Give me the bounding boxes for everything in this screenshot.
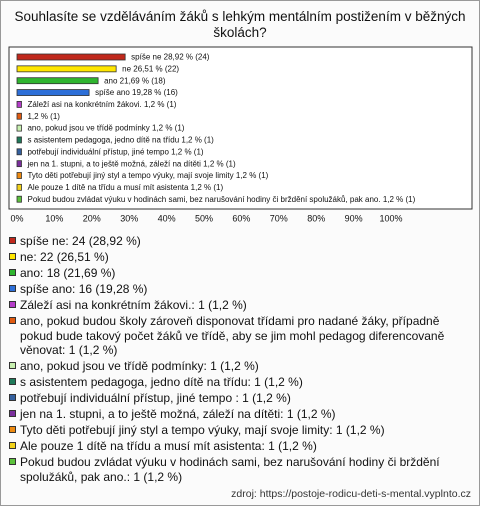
legend-entry: ano, pokud budou školy zároveň disponova… [9, 314, 471, 358]
value-label: spíše ne 28,92 % (24) [131, 53, 210, 62]
value-label: Tyto děti potřebují jiný styl a tempo vý… [27, 171, 268, 180]
x-tick-label: 10% [45, 213, 63, 223]
legend-entry: ano: 18 (21,69 %) [9, 266, 471, 281]
bar [16, 101, 22, 108]
bar [16, 136, 22, 144]
legend-label: Tyto děti potřebují jiný styl a tempo vý… [20, 423, 385, 438]
legend-entry: s asistentem pedagoga, jedno dítě na tří… [9, 375, 471, 390]
bar [16, 160, 22, 168]
x-tick-label: 100% [379, 213, 402, 223]
value-label: ano, pokud jsou ve třídě podmínky 1,2 % … [27, 124, 184, 133]
x-tick-label: 80% [307, 213, 325, 223]
x-tick-label: 40% [158, 213, 176, 223]
x-tick-label: 90% [345, 213, 363, 223]
chart-title: Souhlasíte se vzděláváním žáků s lehkým … [14, 9, 466, 40]
legend-entry: spíše ano: 16 (19,28 %) [9, 282, 471, 297]
legend-label: ne: 22 (26,51 %) [20, 249, 109, 264]
legend-swatch [9, 410, 16, 418]
value-label: s asistentem pedagoga, jedno dítě na tří… [27, 136, 214, 145]
legend-entry: Záleží asi na konkrétním žákovi.: 1 (1,2… [9, 298, 471, 313]
value-label: jen na 1. stupni, a to ještě možná, zále… [26, 159, 235, 168]
x-tick-label: 50% [195, 213, 213, 223]
legend-entry: spíše ne: 24 (28,92 %) [9, 234, 471, 249]
legend-label: spíše ano: 16 (19,28 %) [20, 281, 148, 296]
legend-swatch [9, 378, 16, 386]
bar [16, 89, 90, 96]
legend-label: spíše ne: 24 (28,92 %) [20, 234, 141, 248]
value-label: ne 26,51 % (22) [122, 64, 179, 73]
x-tick-label: 20% [83, 213, 101, 223]
legend-entry: ne: 22 (26,51 %) [9, 250, 471, 265]
bar [16, 77, 99, 85]
legend-swatch [9, 362, 16, 370]
bar [16, 183, 22, 191]
x-tick-label: 30% [120, 213, 138, 223]
chart: 0% 10% 20% 30% 40% 50% 60% 70% 80% 90% 100% spíše n… [8, 46, 473, 223]
legend: spíše ne: 24 (28,92 %) ne: 22 (26,51 %) an… [9, 234, 471, 486]
legend-label: ano, pokud jsou ve třídě podmínky: 1 (1,… [20, 359, 259, 374]
legend-entry: potřebují individuální přístup, jiné tem… [9, 391, 471, 406]
legend-label: s asistentem pedagoga, jedno dítě na tří… [20, 375, 303, 390]
legend-entry: ano, pokud jsou ve třídě podmínky: 1 (1,… [9, 359, 471, 374]
legend-swatch [9, 284, 16, 292]
bar [16, 124, 22, 132]
bar [16, 148, 22, 156]
legend-label: Záleží asi na konkrétním žákovi.: 1 (1,2… [20, 297, 247, 312]
legend-label: potřebují individuální přístup, jiné tem… [20, 391, 291, 406]
legend-label: ano: 18 (21,69 %) [20, 265, 116, 280]
source: zdroj: https://postoje-rodicu-deti-s-men… [231, 488, 471, 500]
legend-swatch [9, 458, 16, 465]
legend-label: Pokud budou zvládat výuku v hodinách sam… [20, 455, 440, 484]
legend-swatch [9, 426, 16, 434]
legend-entry: jen na 1. stupni, a to ještě možná, zále… [9, 407, 471, 422]
value-label: Záleží asi na konkrétním žákovi. 1,2 % (… [27, 100, 176, 109]
legend-swatch [9, 442, 16, 450]
value-label: spíše ano 19,28 % (16) [95, 88, 178, 97]
bar [16, 53, 126, 61]
legend-swatch [9, 237, 16, 244]
x-tick-label: 60% [232, 213, 250, 223]
legend-label: Ale pouze 1 dítě na třídu a musí mít asi… [20, 439, 317, 454]
legend-label: jen na 1. stupni, a to ještě možná, zále… [20, 407, 336, 422]
legend-swatch [9, 252, 16, 260]
bar [16, 172, 22, 179]
value-label: potřebují individuální přístup, jiné tem… [27, 147, 203, 156]
x-tick-label: 70% [270, 213, 288, 223]
legend-entry: Tyto děti potřebují jiný styl a tempo vý… [9, 423, 471, 438]
legend-swatch [9, 316, 16, 324]
bar [16, 112, 22, 120]
value-label: Ale pouze 1 dítě na třídu a musí mít asi… [27, 183, 223, 192]
bar [16, 65, 117, 73]
value-label: ano 21,69 % (18) [104, 76, 166, 85]
legend-swatch [9, 300, 16, 308]
legend-entry: Pokud budou zvládat výuku v hodinách sam… [9, 455, 471, 484]
value-label: Pokud budou zvládat výuku v hodinách sam… [27, 195, 415, 204]
value-label: 1,2 % (1) [27, 112, 60, 121]
legend-swatch [9, 394, 16, 402]
legend-label: ano, pokud budou školy zároveň disponova… [20, 313, 445, 358]
legend-swatch [9, 268, 16, 276]
plot-frame [8, 46, 473, 210]
x-tick-label: 0% [10, 213, 23, 223]
legend-entry: Ale pouze 1 dítě na třídu a musí mít asi… [9, 439, 471, 454]
bar [16, 195, 22, 203]
